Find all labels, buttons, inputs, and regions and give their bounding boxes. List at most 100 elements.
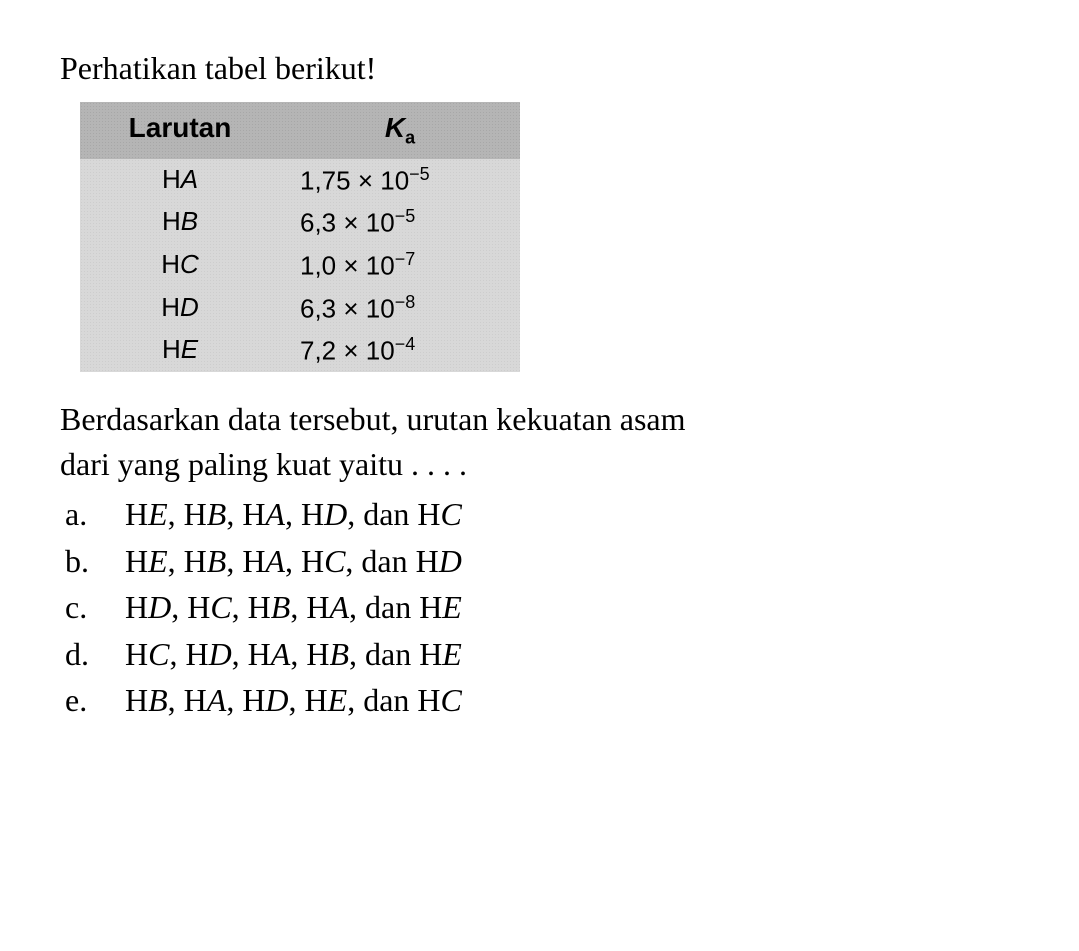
cell-ka: 1,0 × 10−7 — [280, 244, 520, 287]
compound-var: C — [180, 249, 199, 279]
cell-ka: 6,3 × 10−5 — [280, 201, 520, 244]
h-prefix: H — [305, 682, 328, 718]
answer-option: c.HD, HC, HB, HA, dan HE — [65, 584, 1019, 630]
compound-var: C — [210, 589, 231, 625]
compound-var: E — [148, 496, 168, 532]
compound-var: E — [442, 636, 462, 672]
cell-larutan: HA — [80, 159, 280, 202]
h-prefix: H — [162, 164, 181, 194]
option-text: HD, HC, HB, HA, dan HE — [125, 584, 462, 630]
compound-var: B — [271, 589, 291, 625]
compound-var: A — [181, 164, 198, 194]
compound-var: C — [441, 496, 462, 532]
h-prefix: H — [248, 589, 271, 625]
h-prefix: H — [187, 589, 210, 625]
h-prefix: H — [125, 543, 148, 579]
cell-larutan: HC — [80, 244, 280, 287]
h-prefix: H — [162, 206, 181, 236]
h-prefix: H — [125, 682, 148, 718]
table-row: HA1,75 × 10−5 — [80, 159, 520, 202]
cell-ka: 7,2 × 10−4 — [280, 329, 520, 372]
h-prefix: H — [161, 292, 180, 322]
h-prefix: H — [161, 249, 180, 279]
cell-larutan: HB — [80, 201, 280, 244]
h-prefix: H — [242, 682, 265, 718]
compound-var: B — [207, 496, 227, 532]
table-header-row: Larutan Ka — [80, 102, 520, 159]
h-prefix: H — [248, 636, 271, 672]
h-prefix: H — [184, 543, 207, 579]
ka-exponent: −5 — [409, 164, 430, 184]
compound-var: A — [207, 682, 227, 718]
compound-var: A — [329, 589, 349, 625]
ka-value: 1,75 × 10 — [300, 165, 409, 195]
h-prefix: H — [184, 682, 207, 718]
compound-var: D — [265, 682, 288, 718]
ka-subscript: a — [405, 128, 415, 148]
compound-var: C — [148, 636, 169, 672]
compound-var: D — [148, 589, 171, 625]
ka-exponent: −8 — [395, 292, 416, 312]
table-header-larutan: Larutan — [80, 102, 280, 159]
h-prefix: H — [125, 636, 148, 672]
ka-value: 6,3 × 10 — [300, 293, 395, 323]
ka-exponent: −5 — [395, 206, 416, 226]
h-prefix: H — [417, 496, 440, 532]
h-prefix: H — [301, 543, 324, 579]
compound-var: D — [209, 636, 232, 672]
cell-ka: 6,3 × 10−8 — [280, 287, 520, 330]
table-row: HE7,2 × 10−4 — [80, 329, 520, 372]
option-letter: d. — [65, 631, 125, 677]
compound-var: A — [265, 543, 285, 579]
h-prefix: H — [416, 543, 439, 579]
ka-value: 6,3 × 10 — [300, 208, 395, 238]
compound-var: B — [207, 543, 227, 579]
option-letter: a. — [65, 491, 125, 537]
h-prefix: H — [242, 543, 265, 579]
h-prefix: H — [306, 636, 329, 672]
ka-exponent: −7 — [395, 249, 416, 269]
h-prefix: H — [419, 589, 442, 625]
answer-option: d.HC, HD, HA, HB, dan HE — [65, 631, 1019, 677]
option-text: HB, HA, HD, HE, dan HC — [125, 677, 462, 723]
table-row: HD6,3 × 10−8 — [80, 287, 520, 330]
table-body: HA1,75 × 10−5HB6,3 × 10−5HC1,0 × 10−7HD6… — [80, 159, 520, 372]
compound-var: D — [439, 543, 462, 579]
ka-value: 1,0 × 10 — [300, 251, 395, 281]
ka-base: K — [385, 112, 405, 143]
table-header-ka: Ka — [280, 102, 520, 159]
data-table: Larutan Ka HA1,75 × 10−5HB6,3 × 10−5HC1,… — [80, 102, 520, 372]
option-letter: e. — [65, 677, 125, 723]
cell-larutan: HE — [80, 329, 280, 372]
question-body: Berdasarkan data tersebut, urutan kekuat… — [60, 397, 1019, 487]
option-letter: c. — [65, 584, 125, 630]
compound-var: E — [181, 334, 198, 364]
ka-value: 7,2 × 10 — [300, 336, 395, 366]
option-text: HE, HB, HA, HD, dan HC — [125, 491, 462, 537]
question-title: Perhatikan tabel berikut! — [60, 50, 1019, 87]
h-prefix: H — [162, 334, 181, 364]
answer-option: b.HE, HB, HA, HC, dan HD — [65, 538, 1019, 584]
compound-var: B — [148, 682, 168, 718]
compound-var: B — [329, 636, 349, 672]
table-row: HC1,0 × 10−7 — [80, 244, 520, 287]
cell-ka: 1,75 × 10−5 — [280, 159, 520, 202]
compound-var: D — [324, 496, 347, 532]
compound-var: E — [442, 589, 462, 625]
option-text: HC, HD, HA, HB, dan HE — [125, 631, 462, 677]
h-prefix: H — [185, 636, 208, 672]
compound-var: A — [271, 636, 291, 672]
compound-var: C — [441, 682, 462, 718]
h-prefix: H — [306, 589, 329, 625]
compound-var: B — [181, 206, 198, 236]
h-prefix: H — [417, 682, 440, 718]
answer-options: a.HE, HB, HA, HD, dan HCb.HE, HB, HA, HC… — [65, 491, 1019, 723]
ka-exponent: −4 — [395, 334, 416, 354]
compound-var: E — [328, 682, 348, 718]
compound-var: E — [148, 543, 168, 579]
h-prefix: H — [419, 636, 442, 672]
option-text: HE, HB, HA, HC, dan HD — [125, 538, 462, 584]
h-prefix: H — [301, 496, 324, 532]
h-prefix: H — [125, 589, 148, 625]
question-line-2: dari yang paling kuat yaitu . . . . — [60, 446, 467, 482]
